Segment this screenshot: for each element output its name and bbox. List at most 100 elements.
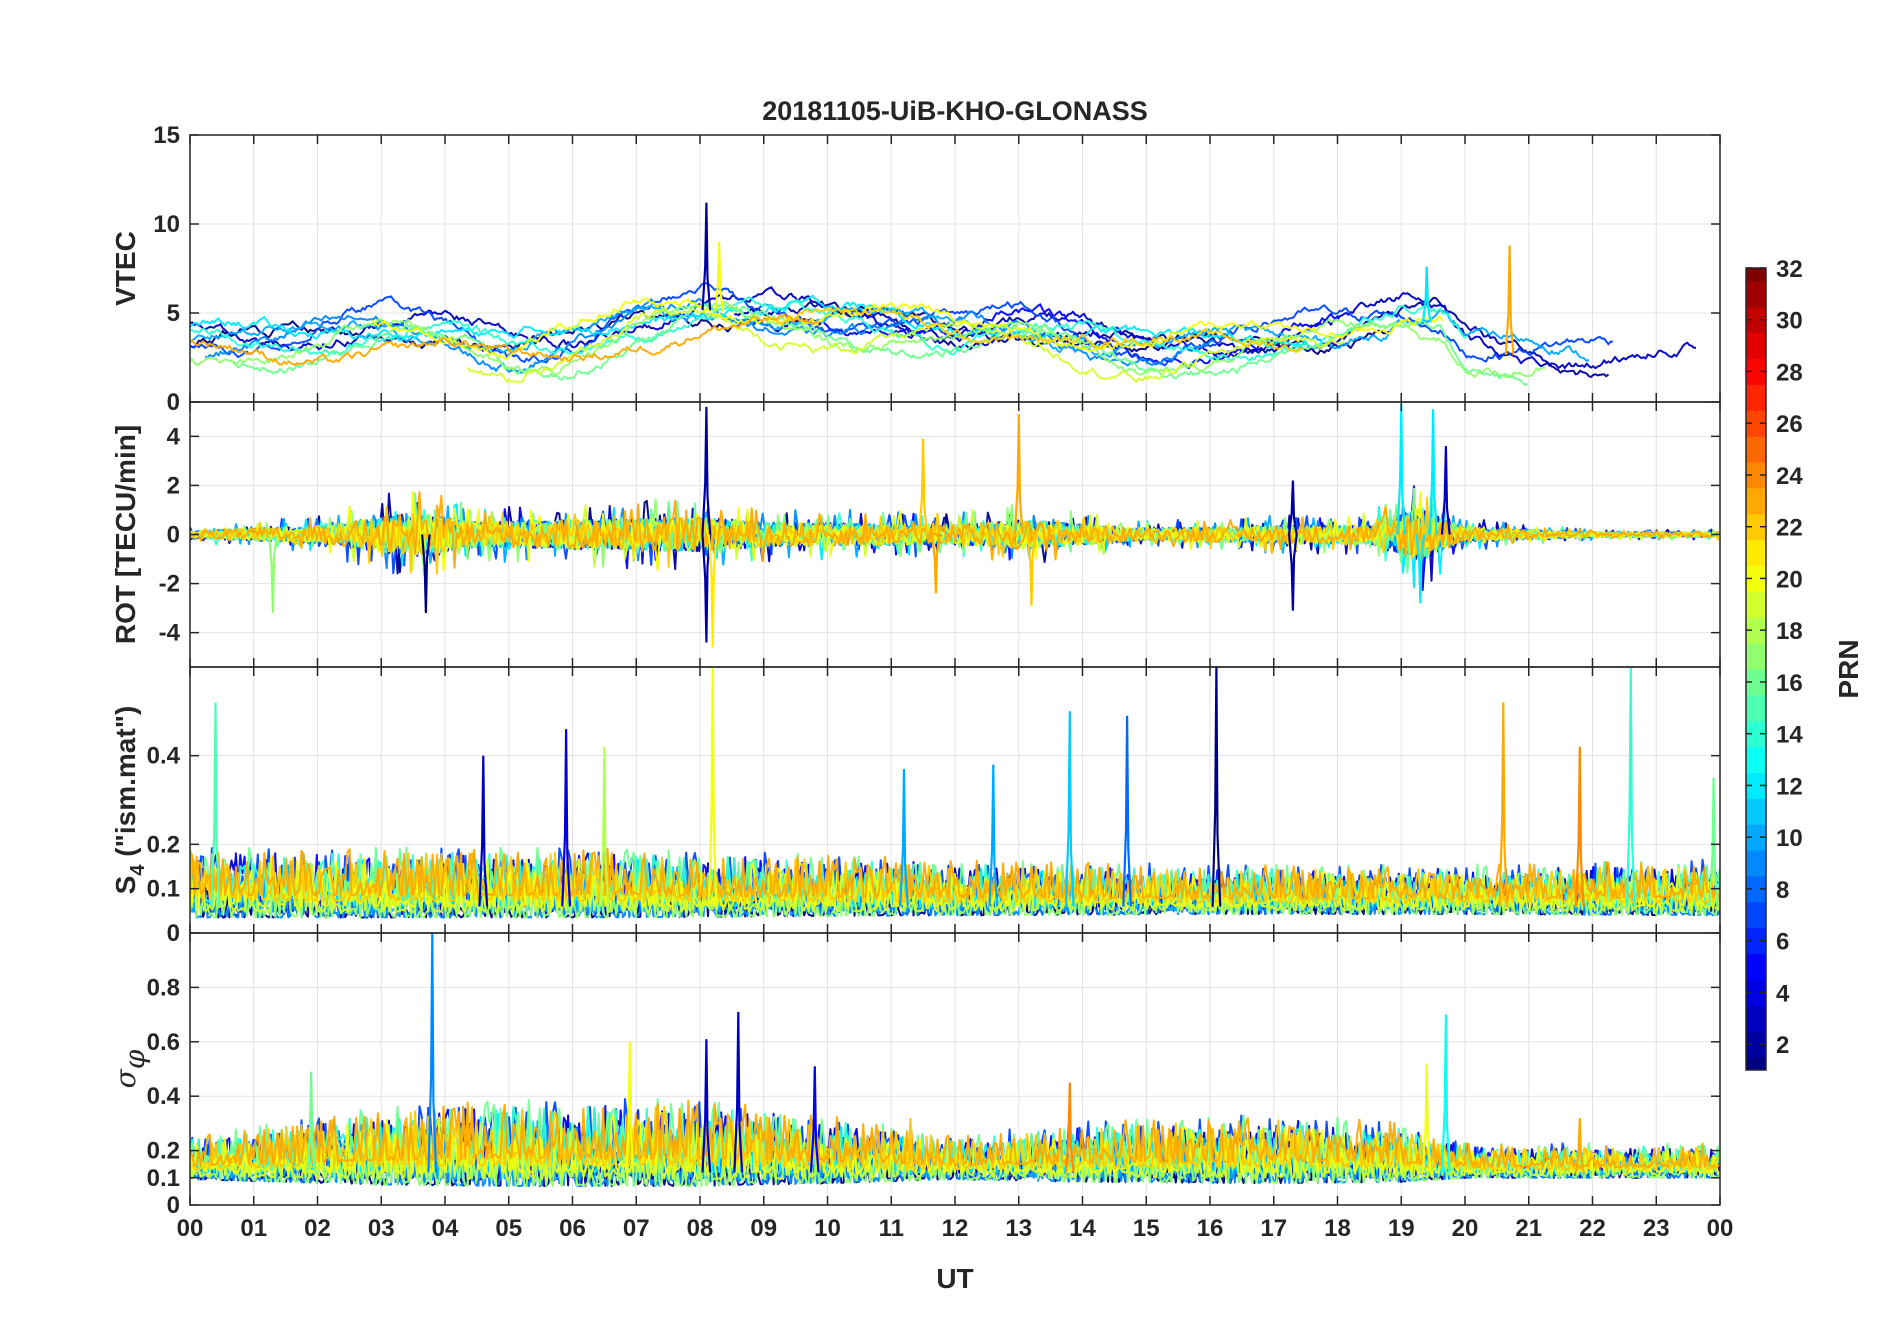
colorbar-segment — [1746, 280, 1766, 308]
x-tick-label: 21 — [1515, 1215, 1542, 1242]
x-tick-label: 18 — [1324, 1215, 1351, 1242]
spike-prn-23 — [1498, 702, 1509, 907]
y-label-rest: ("ism.mat") — [110, 706, 141, 865]
spike-prn-16 — [1708, 777, 1719, 907]
colorbar-tick-label: 28 — [1776, 359, 1803, 386]
spike-prn-20 — [714, 241, 725, 312]
spike-prn-12 — [1421, 266, 1432, 323]
y-axis-label-s4: S4 ("ism.mat") — [110, 706, 149, 895]
x-tick-label: 00 — [1707, 1215, 1734, 1242]
y-tick-label: 15 — [153, 122, 180, 149]
y-tick-label: 0 — [167, 920, 180, 947]
spike-prn-18 — [599, 746, 610, 907]
series-line-prn-19 — [466, 307, 1345, 384]
colorbar-frame — [1745, 267, 1767, 1071]
spike-prn-2 — [701, 406, 712, 535]
colorbar-tick-label: 12 — [1776, 773, 1803, 800]
colorbar-tick-label: 24 — [1776, 463, 1803, 490]
y-label-base: S — [110, 876, 141, 895]
y-tick-label: 4 — [167, 423, 181, 450]
colorbar-segment — [1746, 462, 1766, 489]
spike-prn-2 — [1288, 480, 1298, 535]
series-line-prn-14 — [190, 296, 1467, 362]
colorbar-tick-label: 10 — [1776, 825, 1803, 852]
panel-sigma: 00.10.2 0.4 0.6 0.8 σφ — [109, 932, 1721, 1219]
y-tick-label: 10 — [153, 211, 180, 238]
spike-prn-10 — [899, 768, 909, 907]
spike-prn-14 — [1625, 667, 1636, 907]
spike-prn-22 — [905, 1117, 916, 1173]
x-tick-label: 00 — [177, 1215, 204, 1242]
series-line-prn-23 — [190, 847, 1720, 900]
y-label-sub: 4 — [127, 864, 149, 876]
series-line-prn-20 — [370, 297, 1444, 360]
series-line-prn-23 — [190, 1099, 1720, 1168]
x-tick-label: 17 — [1260, 1215, 1287, 1242]
colorbar-segment — [1746, 643, 1766, 670]
spike-prn-2 — [701, 534, 712, 643]
colorbar-label: PRN — [1833, 639, 1864, 698]
spike-prn-2 — [701, 202, 712, 311]
panel-rot: -4 -2 0 2 4 ROT [TECU/min] — [110, 401, 1721, 668]
colorbar-segment — [1746, 875, 1766, 903]
colorbar-segment — [1746, 513, 1766, 541]
colorbar-segment — [1746, 384, 1766, 411]
colorbar-segment — [1746, 669, 1766, 696]
x-tick-label: 20 — [1452, 1215, 1479, 1242]
colorbar-tick-label: 6 — [1776, 929, 1789, 956]
y-axis-label-sigma: σφ — [109, 1049, 151, 1088]
spike-prn-22 — [1026, 534, 1037, 606]
colorbar-segment — [1746, 358, 1766, 385]
x-tick-label: 04 — [432, 1215, 459, 1242]
x-tick-label: 01 — [240, 1215, 267, 1242]
y-tick-label: 0 — [167, 522, 180, 549]
series-line-prn-22 — [190, 496, 1720, 575]
spike-prn-3 — [733, 1011, 744, 1173]
spike-prn-3 — [1440, 446, 1451, 535]
colorbar-segment — [1746, 953, 1766, 980]
spike-prn-11 — [1064, 711, 1075, 907]
y-tick-label: 0.2 — [147, 831, 180, 858]
spike-prn-8 — [1122, 715, 1132, 907]
x-tick-label: 12 — [942, 1215, 969, 1242]
colorbar-segment — [1746, 539, 1766, 567]
y-tick-label: 0 — [167, 389, 180, 416]
colorbar-segment — [1746, 306, 1766, 334]
colorbar-tick-label: 14 — [1776, 722, 1803, 749]
spike-prn-3 — [701, 1039, 712, 1173]
colorbar-segment — [1746, 565, 1766, 592]
spike-prn-13 — [1440, 1014, 1451, 1173]
spike-prn-23 — [1504, 245, 1515, 355]
y-axis-label-rot: ROT [TECU/min] — [110, 425, 141, 644]
colorbar-segment — [1746, 1005, 1766, 1032]
x-tick-label: 23 — [1643, 1215, 1670, 1242]
x-axis-label: UT — [936, 1263, 973, 1294]
series-line-prn-23 — [190, 491, 1720, 569]
colorbar-segment — [1746, 927, 1766, 955]
x-tick-label: 06 — [559, 1215, 586, 1242]
x-tick-labels: 00 01 02 03 04 05 06 07 08 09 10 11 12 13 14 15 16 17 18 19… — [177, 1215, 1734, 1242]
y-tick-label: 0.2 — [147, 1138, 180, 1165]
spike-prn-20 — [625, 1041, 635, 1173]
colorbar-tick-label: 20 — [1776, 566, 1803, 593]
x-tick-label: 14 — [1069, 1215, 1096, 1242]
series-line-prn-22 — [190, 851, 1720, 904]
x-tick-label: 11 — [879, 1215, 904, 1242]
spike-prn-24 — [1064, 1082, 1075, 1173]
colorbar-segment — [1746, 487, 1766, 515]
colorbar-segment — [1746, 901, 1766, 929]
colorbar-segment — [1746, 772, 1766, 799]
colorbar-segment — [1746, 850, 1766, 877]
colorbar-tick-label: 16 — [1776, 670, 1803, 697]
colorbar-segment — [1746, 591, 1766, 618]
colorbar-tick-label: 32 — [1776, 256, 1803, 283]
spike-prn-20 — [707, 667, 718, 907]
x-tick-label: 07 — [623, 1215, 650, 1242]
y-tick-label: -2 — [159, 571, 180, 598]
y-tick-label: 0.1 — [147, 876, 180, 903]
colorbar-segment — [1746, 410, 1766, 437]
colorbar-tick-label: 4 — [1776, 980, 1790, 1007]
